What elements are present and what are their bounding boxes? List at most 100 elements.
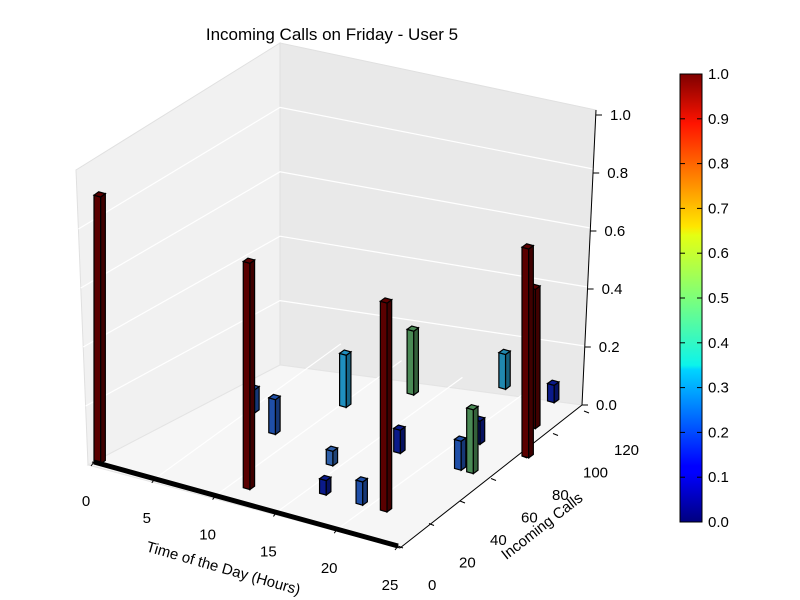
- bar-side: [528, 244, 534, 460]
- colorbar-tick-label: 0.5: [708, 290, 729, 307]
- bar: [318, 474, 333, 497]
- x-tick-label: 25: [382, 577, 399, 594]
- y-tick-mark: [459, 500, 466, 504]
- y-tick-mark: [521, 455, 528, 459]
- chart-title: Incoming Calls on Friday - User 5: [206, 25, 458, 44]
- z-tick-label: 0.4: [602, 281, 623, 298]
- x-tick-label: 20: [321, 560, 338, 577]
- bar-side: [249, 258, 256, 491]
- bar-side: [386, 298, 393, 514]
- colorbar-tick-label: 0.3: [708, 380, 729, 397]
- colorbar-ticks: 0.0 0.1 0.2 0.3 0.4 0.5 0.6 0.7 0.8 0.9 1.0: [680, 66, 729, 531]
- bar-front: [498, 351, 507, 391]
- grid-line: [85, 299, 585, 407]
- bar: [324, 445, 339, 468]
- bar-front: [406, 328, 415, 396]
- y-tick-label: 120: [614, 442, 639, 459]
- y-tick-label: 80: [552, 487, 569, 504]
- bar-top: [520, 243, 535, 250]
- bar: [497, 348, 512, 391]
- bar-front: [453, 438, 462, 472]
- z-tick-label: 0.8: [607, 165, 628, 182]
- bar: [354, 476, 369, 507]
- colorbar-tick-label: 0.7: [708, 200, 729, 217]
- bar-top: [546, 379, 561, 387]
- colorbar-tick-label: 1.0: [708, 66, 729, 83]
- colorbar-tick-label: 0.9: [708, 111, 729, 128]
- x-tick-label: 15: [260, 543, 277, 560]
- colorbar-tick-label: 0.0: [708, 514, 729, 531]
- bar: [338, 349, 353, 409]
- x-tick-mark: [151, 478, 156, 484]
- bar-front: [325, 448, 334, 467]
- bar-side: [534, 284, 541, 430]
- x-tick-mark: [272, 512, 277, 517]
- z-ticks: 0.0 0.2 0.4 0.6 0.8 1.0: [582, 107, 631, 414]
- bars-group: [92, 191, 561, 514]
- bar-front: [521, 246, 530, 459]
- y-tick-label: 60: [521, 510, 538, 527]
- bar: [92, 191, 107, 466]
- bar-side: [274, 395, 281, 436]
- colorbar-tick-label: 0.1: [708, 469, 729, 486]
- bar-top: [378, 297, 394, 304]
- bar-top: [267, 393, 282, 401]
- y-tick-mark: [552, 433, 559, 436]
- bar-front: [466, 407, 474, 475]
- bar-side: [413, 326, 420, 397]
- x-axis-label: Time of the Day (Hours): [144, 539, 302, 599]
- z-tick-label: 1.0: [610, 107, 631, 124]
- y-tick-label: 100: [583, 465, 608, 482]
- z-tick-label: 0.6: [604, 223, 625, 240]
- bar-front: [546, 382, 555, 404]
- grid-line: [276, 376, 463, 513]
- bar: [378, 297, 394, 514]
- bar-front: [393, 427, 402, 455]
- grid-line: [80, 171, 591, 289]
- y-tick-label: 20: [459, 555, 476, 572]
- y-tick-mark: [583, 410, 590, 414]
- y-tick-mark: [428, 523, 435, 526]
- grid-line: [82, 235, 588, 348]
- bar-top: [465, 403, 480, 411]
- bar-front: [242, 260, 251, 491]
- bar-front: [379, 300, 388, 513]
- bar-side: [460, 436, 467, 472]
- grid-line: [78, 106, 594, 230]
- bar-side: [472, 405, 479, 475]
- y-tick-label: 40: [490, 532, 507, 549]
- x-tick-mark: [90, 461, 95, 467]
- x-tick-label: 10: [199, 527, 216, 544]
- bar-top: [497, 348, 512, 356]
- baseline-row: [93, 459, 399, 549]
- bar-top: [338, 349, 353, 356]
- colorbar-tick-label: 0.8: [708, 156, 729, 173]
- bar: [546, 379, 561, 404]
- colorbar-tick-label: 0.2: [708, 424, 729, 441]
- bar-top: [405, 325, 420, 332]
- bar-top: [324, 445, 339, 453]
- bar-side: [100, 192, 106, 466]
- bar-top: [453, 435, 468, 442]
- z-tick-label: 0.2: [599, 339, 620, 356]
- x-tick-mark: [212, 495, 217, 500]
- bar-front: [355, 479, 364, 506]
- grid-line: [336, 393, 524, 530]
- bar-side: [479, 416, 486, 446]
- back-pane: [279, 42, 597, 406]
- y-tick-mark: [397, 545, 404, 549]
- x-tick-mark: [333, 528, 338, 534]
- colorbar-tick-label: 0.6: [708, 245, 729, 262]
- bar: [405, 325, 420, 397]
- bar: [241, 257, 256, 491]
- bar-top: [392, 424, 407, 431]
- bar: [465, 403, 480, 475]
- bar-side: [399, 425, 406, 455]
- y-ticks: 0 20 40 60 80 100 120: [397, 410, 639, 594]
- z-tick-label: 0.0: [596, 397, 617, 414]
- x-tick-label: 0: [82, 493, 90, 510]
- bar-top: [92, 191, 107, 198]
- bar-top: [318, 474, 333, 482]
- bar-front: [339, 352, 347, 409]
